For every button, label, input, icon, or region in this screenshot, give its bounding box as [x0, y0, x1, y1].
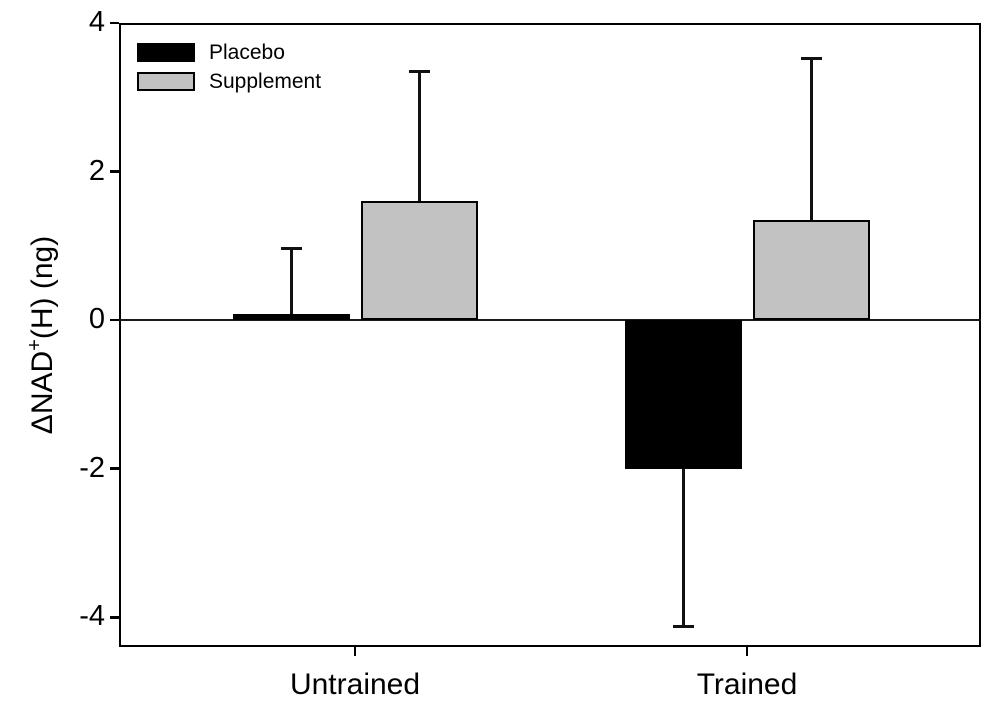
- legend-item-supplement: Supplement: [137, 69, 322, 93]
- error-bar-placebo-trained: [681, 468, 685, 627]
- error-cap-placebo-trained: [672, 624, 694, 628]
- legend-label-placebo: Placebo: [209, 40, 285, 64]
- error-cap-placebo-untrained: [280, 247, 302, 251]
- error-bar-supplement-untrained: [417, 71, 421, 202]
- y-tick: [110, 616, 119, 619]
- x-tick: [353, 647, 357, 656]
- y-axis-title-sup: +: [24, 339, 46, 351]
- bar-supplement-untrained: [360, 201, 478, 321]
- y-tick-label: -4: [79, 600, 105, 633]
- y-tick: [110, 170, 119, 173]
- y-tick-label: 2: [88, 154, 105, 187]
- y-tick-label: 4: [88, 6, 105, 38]
- error-bar-placebo-untrained: [289, 248, 293, 315]
- zero-line: [119, 319, 981, 321]
- y-tick-label: -2: [79, 451, 105, 484]
- y-axis-title: ΔNAD+(H) (ng): [24, 236, 60, 434]
- bar-supplement-trained: [752, 219, 870, 321]
- legend-label-supplement: Supplement: [209, 69, 322, 93]
- legend-swatch-placebo: [137, 42, 195, 62]
- y-tick-label: 0: [88, 303, 105, 336]
- error-cap-supplement-untrained: [408, 69, 430, 73]
- error-cap-supplement-trained: [800, 57, 822, 61]
- x-axis-label-trained: Trained: [696, 668, 798, 701]
- legend-item-placebo: Placebo: [137, 40, 321, 64]
- bar-placebo-trained: [624, 320, 742, 469]
- x-axis-label-untrained: Untrained: [289, 668, 421, 701]
- error-bar-supplement-trained: [809, 58, 813, 220]
- y-tick: [110, 21, 119, 25]
- legend-swatch-supplement: [137, 71, 195, 91]
- y-tick: [110, 467, 119, 470]
- y-tick: [110, 318, 119, 322]
- bar-placebo-untrained: [232, 314, 350, 321]
- legend: Placebo Supplement: [137, 42, 321, 100]
- y-axis-title-pre: ΔNAD: [26, 350, 59, 435]
- plot-area: [119, 23, 981, 647]
- x-tick: [745, 647, 749, 656]
